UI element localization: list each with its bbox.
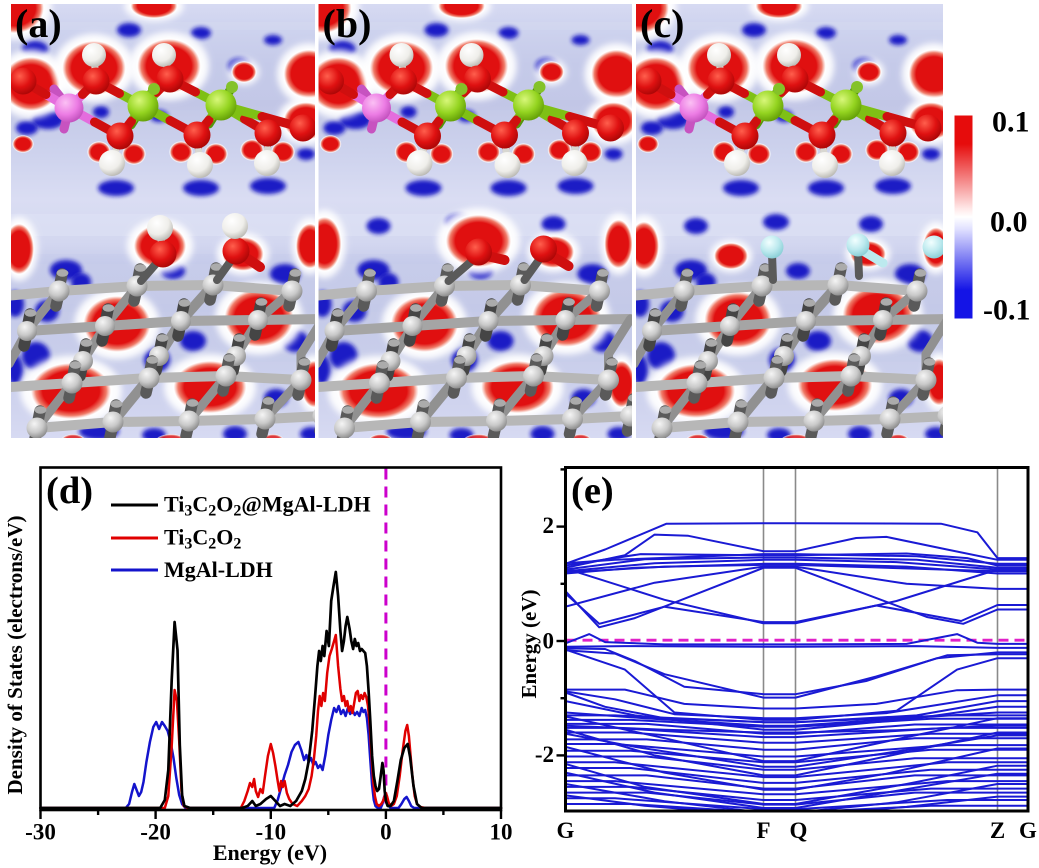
svg-text:Q: Q [790, 818, 808, 843]
svg-text:-20: -20 [140, 820, 171, 845]
svg-text:(e): (e) [571, 470, 614, 512]
svg-text:(d): (d) [46, 470, 93, 512]
svg-text:Energy (eV): Energy (eV) [517, 589, 541, 698]
svg-text:MgAl-LDH: MgAl-LDH [164, 557, 273, 582]
svg-text:0: 0 [543, 629, 555, 654]
svg-text:-10: -10 [255, 820, 286, 845]
svg-text:G: G [557, 818, 575, 843]
svg-text:2: 2 [543, 513, 555, 538]
svg-text:Density of States (electrons/e: Density of States (electrons/eV) [3, 516, 27, 795]
svg-text:Z: Z [990, 818, 1005, 843]
svg-text:0.1: 0.1 [992, 106, 1030, 139]
svg-text:(a): (a) [15, 1, 62, 46]
svg-text:0: 0 [380, 820, 392, 845]
svg-text:Ti3C2O2@MgAl-LDH: Ti3C2O2@MgAl-LDH [164, 492, 371, 520]
svg-text:Ti3C2O2: Ti3C2O2 [164, 525, 241, 553]
svg-text:F: F [756, 818, 770, 843]
svg-text:-30: -30 [25, 820, 56, 845]
svg-text:(b): (b) [323, 1, 372, 46]
svg-text:-2: -2 [535, 742, 554, 767]
svg-text:G: G [1019, 818, 1037, 843]
svg-text:Energy (eV): Energy (eV) [213, 840, 327, 865]
svg-text:(c): (c) [640, 1, 684, 46]
svg-text:0.0: 0.0 [990, 206, 1028, 239]
svg-text:10: 10 [490, 820, 513, 845]
svg-text:-0.1: -0.1 [983, 294, 1031, 327]
